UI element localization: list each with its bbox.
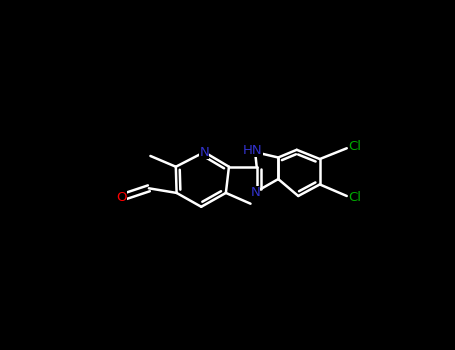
Text: N: N — [250, 187, 260, 199]
Text: O: O — [116, 191, 127, 204]
Text: Cl: Cl — [348, 191, 361, 204]
Text: N: N — [199, 146, 209, 159]
Text: Cl: Cl — [348, 140, 361, 153]
Text: HN: HN — [243, 144, 263, 157]
